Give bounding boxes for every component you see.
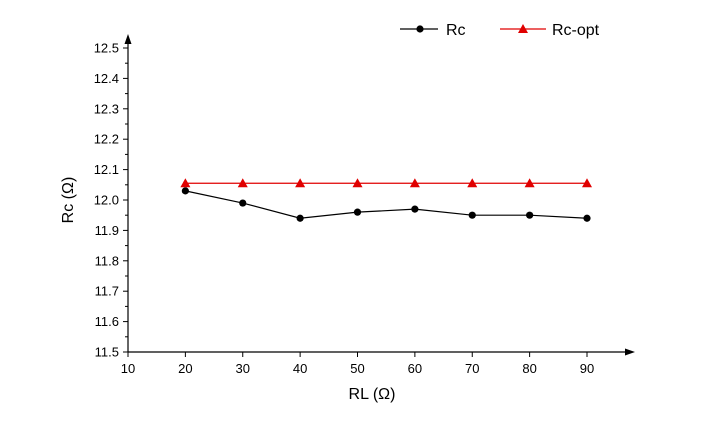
y-axis-title: Rc (Ω) [60,177,77,224]
legend-rc-opt-label: Rc-opt [552,22,600,39]
series-rc-opt-point [582,178,592,188]
series-rc-point [526,211,534,219]
legend-rc-opt-marker [518,24,528,33]
series-rc-point [583,214,591,222]
y-tick-label: 12.1 [94,162,119,177]
series-rc-opt-point [352,178,363,188]
series-rc-opt-point [467,178,478,188]
series-rc-opt-point [295,178,306,188]
y-tick-label: 11.6 [95,314,119,329]
y-tick-label: 11.5 [95,345,119,360]
y-tick-label: 12.2 [94,132,119,147]
series-rc-line [185,190,588,219]
y-tick-label: 11.7 [95,284,119,299]
y-axis-arrow [124,34,132,44]
x-tick-label: 60 [408,361,422,376]
x-tick-label: 80 [522,361,536,376]
x-tick-label: 70 [465,361,479,376]
y-tick-label: 12.4 [94,71,119,86]
x-tick-label: 40 [293,361,307,376]
x-axis-arrow [625,348,635,356]
x-ticks: 10 20 30 40 50 60 70 80 90 [121,352,594,376]
y-tick-label: 12.0 [94,193,119,208]
x-tick-label: 10 [121,361,135,376]
x-axis-title: RL (Ω) [349,386,396,403]
x-tick-label: 30 [236,361,250,376]
x-tick-label: 90 [580,361,594,376]
series-rc-opt-point [237,178,248,188]
y-tick-label: 12.3 [94,101,119,116]
series-rc-point [296,214,304,222]
series-rc-point [181,187,189,195]
series-rc-point [353,208,362,216]
y-ticks: 11.5 11.6 11.7 11.8 11.9 12.0 12.1 12.2 12.3 12.4… [94,41,128,360]
x-tick-label: 20 [178,361,192,376]
x-tick-label: 50 [350,361,364,376]
series-rc-opt-point [524,178,535,188]
legend: Rc Rc-opt [400,22,600,39]
series-rc-point [468,211,476,219]
legend-rc-label: Rc [446,22,466,39]
y-tick-label: 12.5 [94,41,119,56]
series-rc-point [411,205,419,213]
series-layer [180,178,592,222]
series-rc-opt-point [180,178,191,188]
y-tick-label: 11.8 [95,253,119,268]
axes [124,34,635,356]
series-rc-opt-point [409,178,420,188]
series-rc-point [239,199,247,207]
legend-rc-marker [416,25,424,33]
y-tick-label: 11.9 [95,223,119,238]
